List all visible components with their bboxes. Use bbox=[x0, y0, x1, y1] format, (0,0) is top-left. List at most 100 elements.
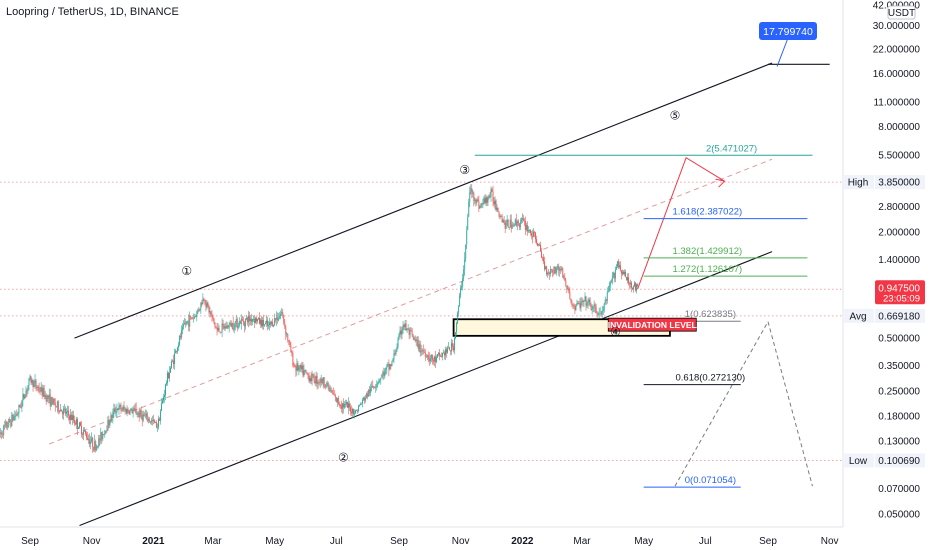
candle-body bbox=[68, 415, 70, 420]
candle-body bbox=[635, 282, 637, 291]
candle-body bbox=[228, 324, 230, 328]
candle-body bbox=[401, 330, 403, 335]
candle-body bbox=[219, 331, 221, 333]
candle-body bbox=[145, 413, 147, 416]
candle-body bbox=[472, 192, 474, 194]
candle-body bbox=[451, 343, 453, 352]
candle-body bbox=[1, 432, 3, 435]
candle-body bbox=[621, 271, 623, 274]
candle-body bbox=[464, 258, 466, 270]
candle-body bbox=[281, 311, 283, 314]
candle-body bbox=[454, 338, 456, 351]
candle-body bbox=[205, 303, 207, 308]
candle-body bbox=[516, 221, 518, 226]
candle-body bbox=[463, 269, 465, 279]
candle-body bbox=[337, 398, 339, 404]
candle-body bbox=[556, 268, 558, 273]
target-badge-label: 17.799740 bbox=[763, 26, 813, 38]
candle-body bbox=[242, 320, 244, 323]
candle-body bbox=[282, 311, 284, 315]
candle-body bbox=[562, 268, 564, 278]
candle-body bbox=[424, 352, 426, 357]
candle-body bbox=[136, 413, 138, 415]
candle-body bbox=[410, 329, 412, 331]
candle-body bbox=[54, 403, 56, 407]
candle-body bbox=[10, 421, 12, 427]
candle-body bbox=[115, 412, 117, 413]
candle-body bbox=[594, 304, 596, 308]
candle-body bbox=[502, 220, 504, 223]
candle-body bbox=[271, 321, 273, 325]
candle-body bbox=[368, 389, 370, 397]
candle-body bbox=[103, 434, 105, 435]
candle-body bbox=[584, 296, 586, 302]
candle-body bbox=[578, 302, 580, 304]
candle-body bbox=[597, 313, 599, 315]
candle-body bbox=[130, 408, 132, 411]
candle-body bbox=[133, 408, 135, 411]
candle-body bbox=[0, 432, 2, 434]
candle-body bbox=[17, 413, 19, 415]
candle-body bbox=[545, 266, 547, 270]
candle-body bbox=[595, 307, 597, 313]
candle-body bbox=[301, 365, 303, 370]
candle-body bbox=[57, 401, 59, 412]
candle-body bbox=[390, 364, 392, 367]
candle-body bbox=[552, 270, 554, 273]
candle-body bbox=[221, 323, 223, 333]
target-badge bbox=[759, 22, 817, 40]
candle-body bbox=[428, 358, 430, 362]
candle-body bbox=[268, 325, 270, 327]
candle-body bbox=[589, 299, 591, 306]
candle-body bbox=[449, 347, 450, 351]
high-tag-label: High bbox=[848, 178, 869, 189]
candle-body bbox=[300, 365, 302, 370]
candle-body bbox=[541, 251, 542, 258]
candle-body bbox=[139, 410, 141, 418]
candle-body bbox=[63, 408, 65, 410]
candle-body bbox=[572, 304, 574, 306]
candle-body bbox=[267, 320, 269, 326]
candle-body bbox=[231, 322, 233, 327]
candle-body bbox=[445, 349, 446, 356]
candle-body bbox=[167, 372, 168, 383]
candle-body bbox=[453, 346, 455, 351]
candle-body bbox=[252, 319, 254, 320]
candle-body bbox=[232, 322, 234, 330]
candle-body bbox=[587, 302, 589, 304]
candle-body bbox=[236, 319, 238, 329]
candle-body bbox=[613, 272, 615, 279]
price-tick-label: 0.180000 bbox=[878, 412, 920, 423]
candle-body bbox=[530, 233, 532, 237]
candle-body bbox=[234, 322, 236, 329]
candle-body bbox=[181, 329, 183, 338]
candle-body bbox=[164, 395, 165, 398]
candle-body bbox=[443, 352, 444, 354]
candle-body bbox=[184, 322, 186, 324]
candle-body bbox=[207, 302, 209, 306]
candle-body bbox=[548, 272, 550, 274]
candle-body bbox=[192, 318, 194, 320]
candle-body bbox=[12, 414, 14, 420]
candle-body bbox=[542, 257, 544, 259]
candle-body bbox=[176, 350, 178, 352]
candle-body bbox=[637, 284, 639, 286]
candle-body bbox=[374, 387, 376, 388]
candle-body bbox=[380, 377, 382, 380]
candle-body bbox=[233, 328, 235, 330]
candle-body bbox=[583, 301, 585, 302]
candle-body bbox=[92, 437, 94, 448]
candle-body bbox=[308, 375, 310, 382]
candle-body bbox=[551, 268, 553, 271]
candle-body bbox=[154, 421, 156, 423]
candle-body bbox=[291, 352, 293, 354]
candle-body bbox=[98, 438, 100, 446]
candle-body bbox=[20, 407, 22, 408]
candle-body bbox=[576, 303, 578, 306]
candle-body bbox=[494, 200, 496, 205]
candle-body bbox=[609, 282, 611, 286]
time-tick-label: May bbox=[634, 536, 653, 547]
candle-body bbox=[317, 382, 319, 384]
candle-body bbox=[215, 326, 217, 329]
